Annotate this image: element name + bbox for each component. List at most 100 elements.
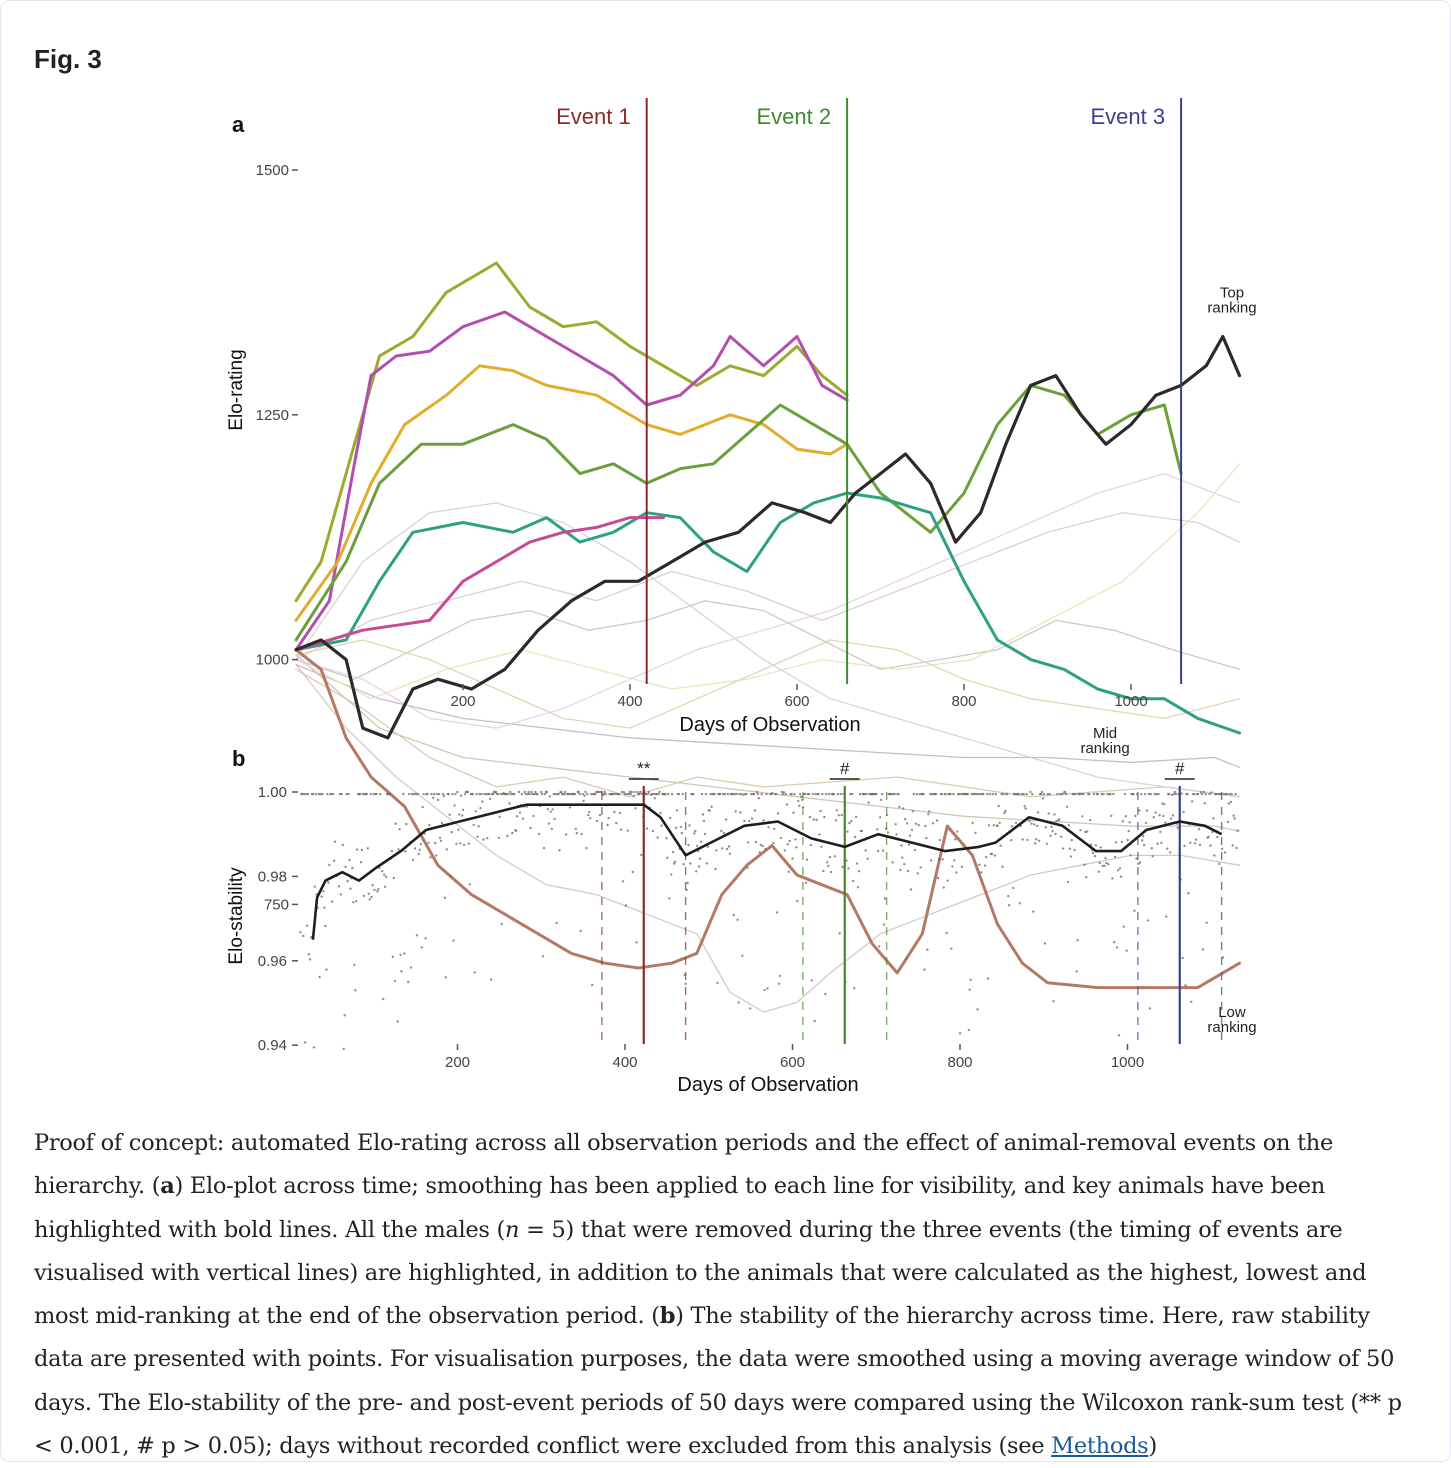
raw-stability-point	[602, 792, 605, 796]
raw-stability-point	[971, 821, 974, 825]
raw-stability-point	[985, 792, 989, 796]
raw-stability-point	[1190, 1000, 1193, 1003]
raw-stability-point	[1149, 792, 1153, 796]
raw-stability-point	[984, 864, 987, 867]
raw-stability-point	[1069, 855, 1073, 858]
raw-stability-point	[619, 828, 623, 831]
raw-stability-point	[1065, 805, 1069, 808]
raw-stability-point	[737, 1001, 740, 1004]
raw-stability-point	[356, 848, 359, 851]
raw-stability-point	[721, 847, 724, 850]
raw-stability-point	[411, 858, 415, 861]
x-tick-label: 600	[784, 693, 809, 710]
raw-stability-point	[370, 895, 373, 899]
raw-stability-point	[950, 947, 953, 950]
raw-stability-point	[456, 790, 459, 794]
raw-stability-point	[479, 807, 482, 810]
raw-stability-point	[750, 817, 754, 820]
raw-stability-point	[397, 848, 400, 851]
elo-series-line	[295, 663, 1241, 768]
raw-stability-point	[670, 873, 673, 876]
raw-stability-point	[758, 851, 761, 854]
raw-stability-point	[463, 792, 467, 796]
raw-stability-point	[968, 988, 971, 991]
panel-a-x-axis: 200 400 600 800 1000	[450, 684, 1148, 710]
raw-stability-point	[1212, 817, 1215, 820]
raw-stability-point	[1209, 844, 1212, 847]
methods-link[interactable]: Methods	[1051, 1433, 1149, 1460]
raw-stability-point	[1056, 792, 1059, 796]
panel-b-label: b	[232, 746, 245, 771]
raw-stability-point	[713, 792, 716, 796]
raw-stability-point	[584, 790, 587, 794]
raw-stability-point	[906, 869, 910, 873]
raw-stability-point	[491, 792, 495, 796]
raw-stability-point	[880, 792, 884, 796]
raw-stability-point	[1037, 839, 1041, 842]
raw-stability-point	[692, 792, 695, 796]
raw-stability-point	[1124, 815, 1128, 818]
raw-stability-point	[1167, 792, 1171, 796]
raw-stability-point	[318, 975, 321, 979]
raw-stability-point	[704, 792, 708, 796]
raw-stability-point	[659, 811, 662, 815]
raw-stability-point	[507, 792, 510, 796]
raw-stability-point	[1181, 956, 1184, 960]
raw-stability-point	[755, 790, 759, 794]
raw-stability-point	[625, 792, 629, 796]
raw-stability-point	[523, 790, 526, 794]
raw-stability-point	[424, 937, 427, 940]
elo-series-line	[294, 491, 1241, 735]
raw-stability-point	[655, 792, 658, 796]
raw-stability-point	[1026, 838, 1029, 842]
raw-stability-point	[331, 900, 334, 903]
raw-stability-point	[706, 845, 709, 848]
raw-stability-point	[1092, 792, 1096, 796]
raw-stability-point	[752, 792, 756, 796]
elo-series-line	[295, 463, 1241, 700]
x-tick-label: 400	[612, 1054, 637, 1071]
annotation-line1: Top	[1220, 284, 1244, 301]
raw-stability-point	[911, 810, 915, 813]
raw-stability-point	[940, 792, 943, 796]
raw-stability-point	[725, 847, 729, 851]
raw-stability-point	[1063, 790, 1067, 794]
raw-stability-point	[497, 836, 500, 839]
panel-a-event-lines: Event 1 Event 2 Event 3	[556, 98, 1183, 684]
raw-stability-point	[349, 887, 352, 890]
raw-stability-point	[826, 861, 829, 864]
raw-stability-point	[410, 792, 414, 796]
raw-stability-point	[946, 879, 949, 882]
raw-stability-point	[373, 888, 376, 892]
raw-stability-point	[1223, 851, 1227, 854]
raw-stability-point	[1041, 797, 1045, 800]
raw-stability-point	[709, 792, 712, 796]
raw-stability-point	[312, 1046, 316, 1049]
raw-stability-point	[759, 843, 762, 846]
raw-stability-point	[915, 792, 918, 796]
raw-stability-point	[828, 855, 832, 859]
panel-b-smoothed-line	[311, 803, 1223, 940]
raw-stability-point	[498, 815, 501, 818]
raw-stability-point	[894, 823, 897, 826]
raw-stability-point	[1113, 941, 1116, 944]
raw-stability-point	[426, 792, 429, 796]
raw-stability-point	[436, 798, 440, 802]
raw-stability-point	[775, 911, 779, 914]
raw-stability-point	[1197, 828, 1201, 831]
raw-stability-point	[810, 979, 813, 982]
raw-stability-point	[860, 829, 864, 833]
raw-stability-point	[822, 869, 825, 873]
raw-stability-point	[550, 827, 553, 831]
raw-stability-point	[1176, 826, 1180, 829]
raw-stability-point	[1080, 792, 1083, 796]
raw-stability-point	[528, 792, 531, 796]
raw-stability-point	[461, 808, 465, 811]
raw-stability-point	[577, 790, 580, 794]
raw-stability-point	[818, 833, 821, 836]
raw-stability-point	[328, 863, 331, 867]
raw-stability-point	[313, 885, 316, 888]
raw-stability-point	[1023, 805, 1026, 808]
raw-stability-point	[511, 831, 514, 835]
